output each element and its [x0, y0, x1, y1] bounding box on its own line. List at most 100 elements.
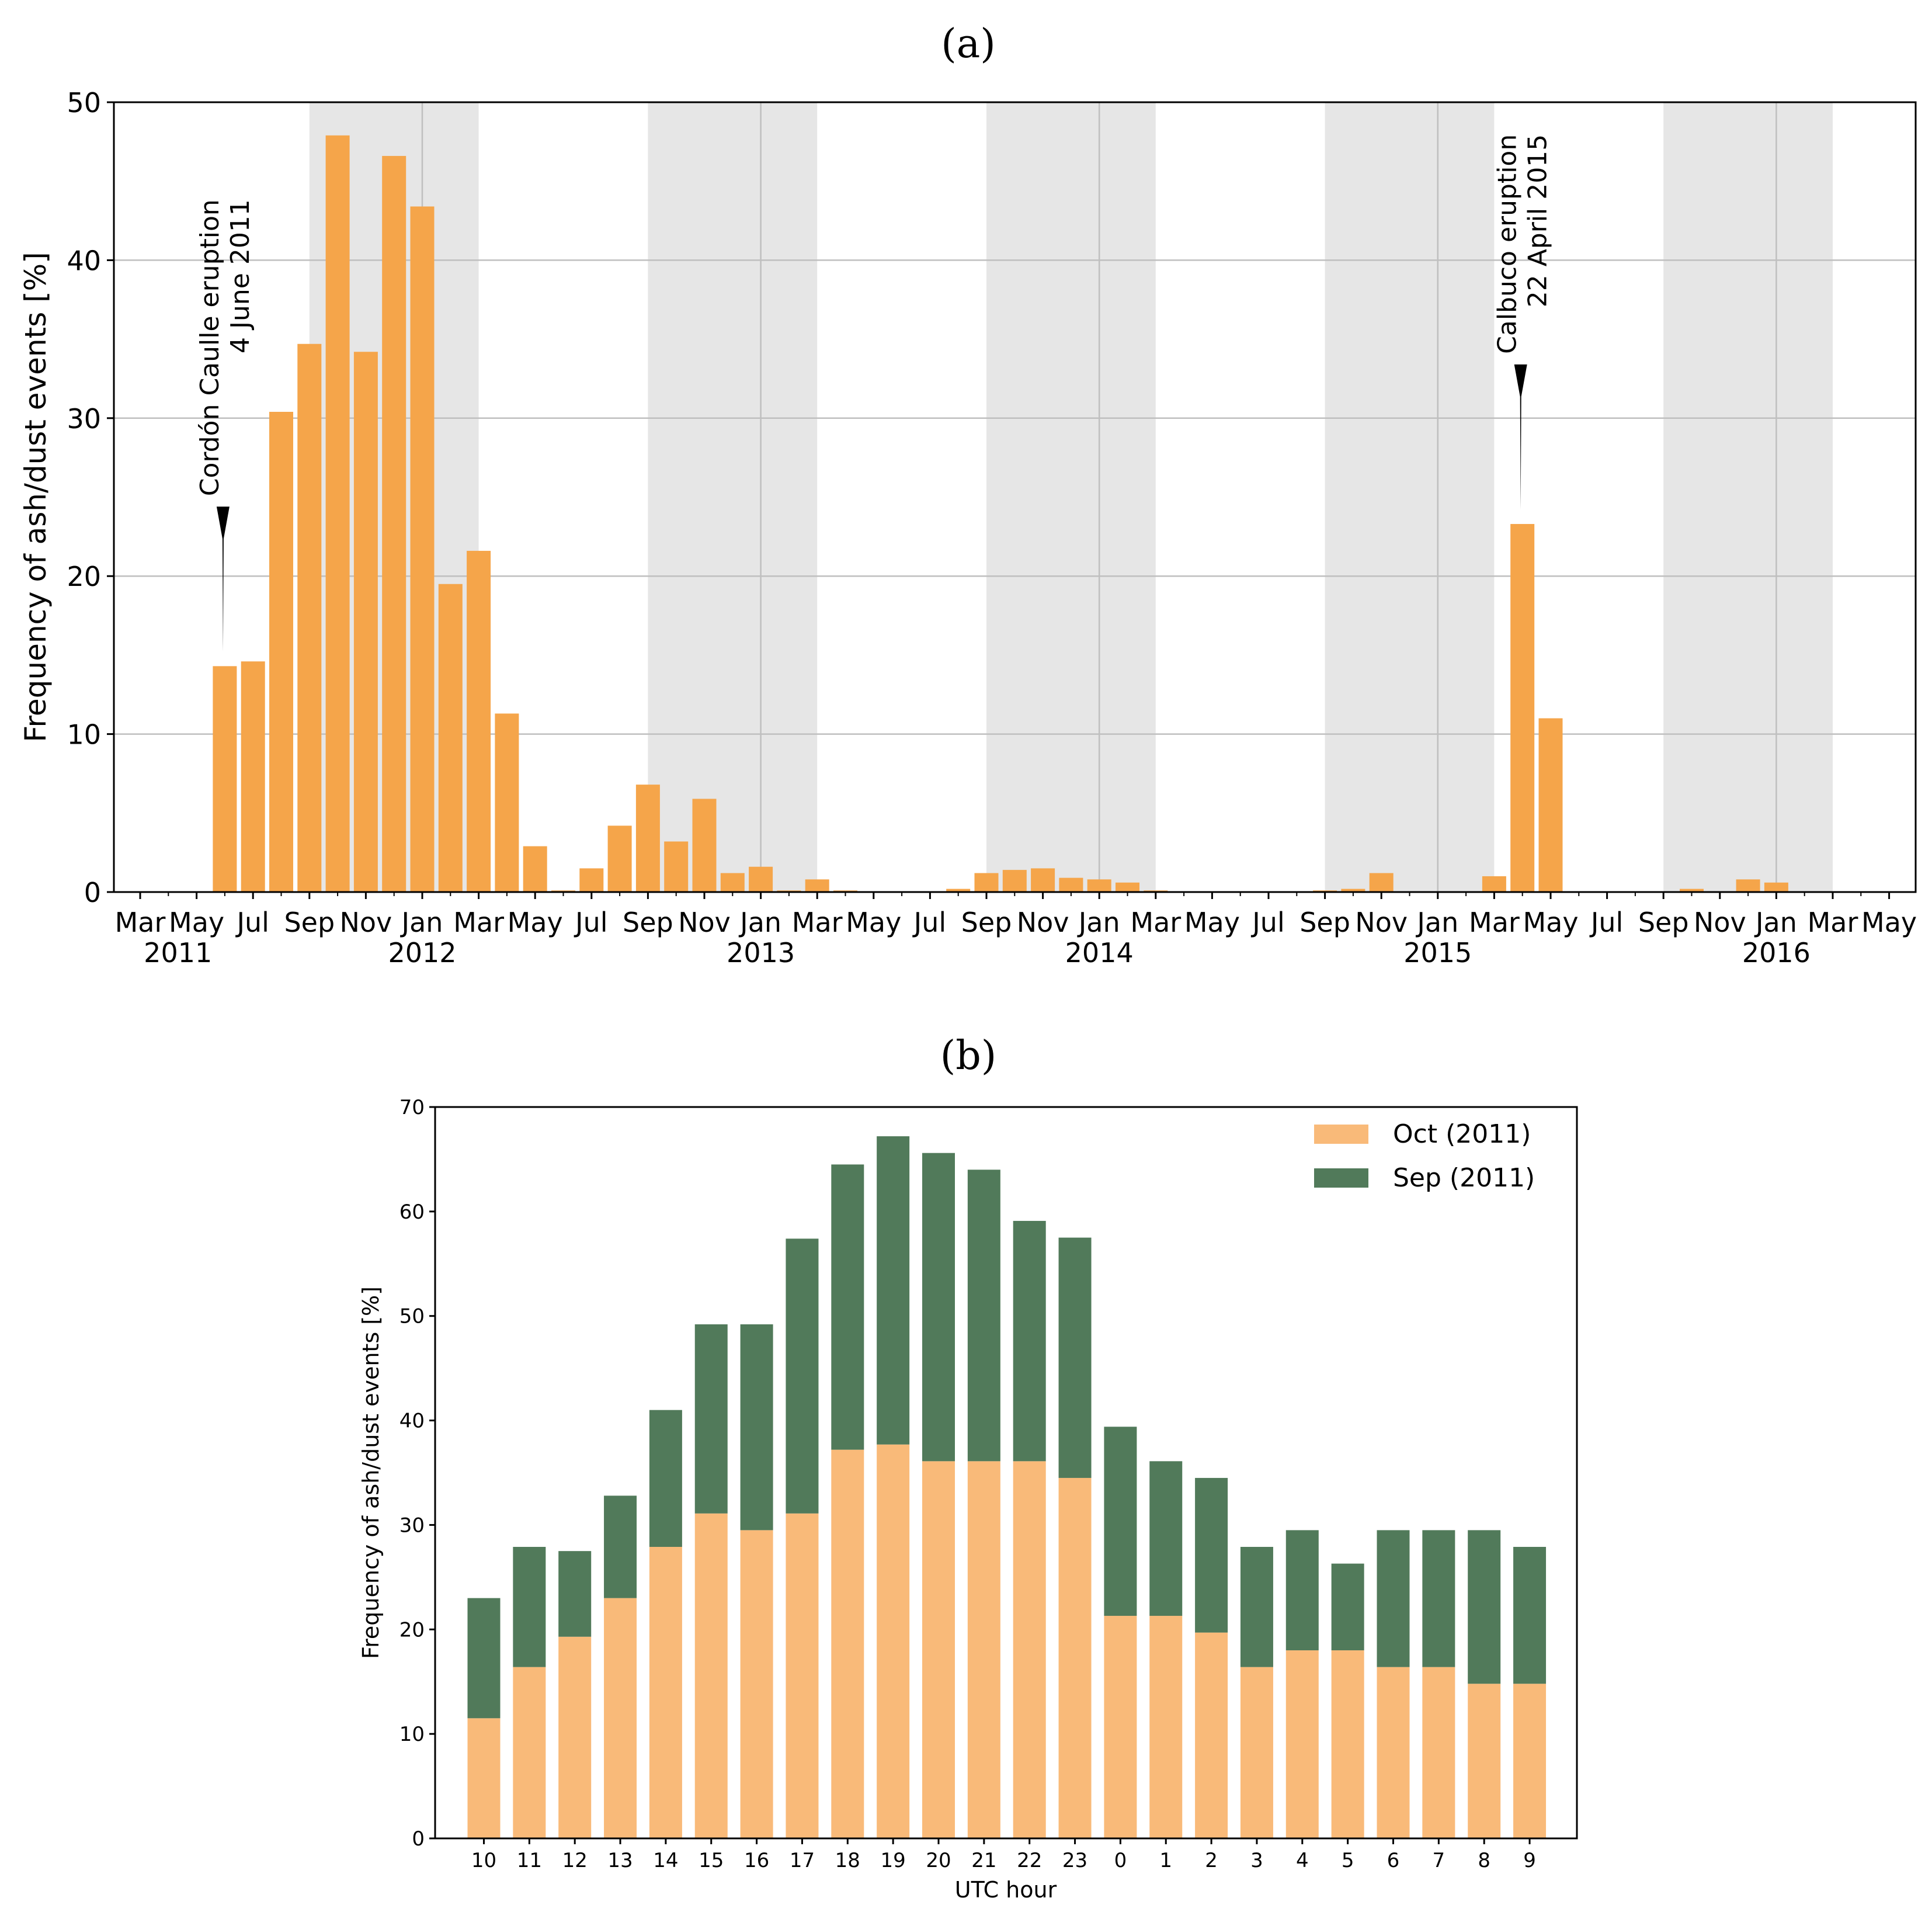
y-tick-label: 60 — [399, 1200, 425, 1224]
bar-2013-08 — [946, 889, 971, 892]
x-tick-label: Jul — [1250, 907, 1285, 938]
panel-b-y-axis-label: Frequency of ash/dust events [%] — [358, 1286, 384, 1659]
x-tick-label: 6 — [1387, 1849, 1400, 1872]
bar-sep-hour-8 — [1468, 1530, 1501, 1684]
bar-2016-01 — [1764, 882, 1788, 892]
bar-sep-hour-15 — [694, 1324, 728, 1514]
x-tick-label: 14 — [653, 1849, 678, 1872]
x-tick-label: 5 — [1342, 1849, 1354, 1872]
bar-sep-hour-5 — [1331, 1563, 1364, 1651]
x-tick-label: Sep — [961, 907, 1012, 938]
bar-2012-11 — [692, 799, 717, 892]
x-tick-label: Mar — [1808, 907, 1858, 938]
bar-2015-10 — [1680, 889, 1704, 892]
panel-b-x-axis: 10 11 12 13 14 15 16 17 18 19 20 21 22 23 0 1 2 3 4 5 6 7 8 9 — [471, 1838, 1536, 1872]
annotation-line2: 4 June 2011 — [225, 199, 255, 353]
bar-2015-05 — [1538, 718, 1563, 892]
bar-oct-hour-16 — [740, 1530, 773, 1838]
x-tick-label: 18 — [835, 1849, 860, 1872]
bar-2015-12 — [1736, 879, 1760, 892]
annotation-arrow-0 — [216, 506, 230, 652]
bar-2013-03 — [805, 879, 829, 892]
x-tick-label: Jan — [738, 907, 781, 938]
x-tick-label: 19 — [881, 1849, 906, 1872]
bar-sep-hour-23 — [1058, 1237, 1092, 1478]
x-tick-label: Mar — [453, 907, 504, 938]
bar-oct-hour-5 — [1331, 1650, 1364, 1838]
year-label-2014: 2014 — [1065, 937, 1134, 969]
bar-2013-01 — [749, 866, 773, 892]
bar-sep-hour-14 — [649, 1410, 682, 1547]
x-tick-label: Nov — [1017, 907, 1069, 938]
bar-2012-08 — [607, 825, 632, 892]
y-tick-label: 10 — [399, 1723, 425, 1746]
bar-sep-hour-6 — [1377, 1530, 1410, 1667]
year-label-2012: 2012 — [388, 937, 456, 969]
x-tick-label: Nov — [340, 907, 392, 938]
bar-2013-09 — [974, 873, 999, 892]
bar-oct-hour-6 — [1377, 1667, 1410, 1838]
bar-oct-hour-17 — [786, 1513, 819, 1838]
x-tick-label: Sep — [1638, 907, 1689, 938]
bar-sep-hour-9 — [1513, 1546, 1547, 1684]
annotation-text-1: Calbuco eruption 22 April 2015 — [1493, 134, 1553, 354]
x-tick-label: Jul — [574, 907, 608, 938]
x-tick-label: Jan — [400, 907, 443, 938]
bar-oct-hour-19 — [877, 1444, 910, 1838]
panel-b-y-axis: 0 10 20 30 40 50 60 70 — [399, 1096, 435, 1851]
season-shade-4 — [1663, 102, 1833, 892]
bar-oct-hour-2 — [1195, 1632, 1228, 1838]
x-tick-label: Jan — [1077, 907, 1120, 938]
bar-2012-03 — [467, 550, 491, 892]
panel-b-legend: Oct (2011) Sep (2011) — [1314, 1119, 1535, 1193]
x-tick-label: Mar — [792, 907, 843, 938]
bar-oct-hour-12 — [558, 1636, 592, 1838]
y-tick-label: 20 — [399, 1618, 425, 1642]
bar-2011-09 — [297, 343, 322, 892]
x-tick-label: Jul — [1589, 907, 1624, 938]
x-tick-label: 7 — [1433, 1849, 1445, 1872]
bar-2011-11 — [353, 352, 378, 892]
bar-sep-hour-3 — [1240, 1546, 1273, 1667]
bar-sep-hour-13 — [604, 1495, 637, 1598]
x-tick-label: Nov — [678, 907, 731, 938]
x-tick-label: Sep — [1299, 907, 1350, 938]
legend-label-oct: Oct (2011) — [1393, 1119, 1531, 1149]
bar-2013-11 — [1031, 868, 1055, 892]
bar-oct-hour-3 — [1240, 1667, 1273, 1838]
bar-2012-12 — [720, 873, 745, 892]
x-tick-label: Mar — [1130, 907, 1181, 938]
bar-oct-hour-23 — [1058, 1477, 1092, 1838]
x-tick-label: Jan — [1415, 907, 1458, 938]
x-tick-label: May — [508, 907, 563, 938]
y-tick-label: 40 — [399, 1410, 425, 1433]
bar-2014-02 — [1116, 882, 1139, 892]
x-tick-label: 1 — [1159, 1849, 1172, 1872]
panel-a-season-shading — [309, 102, 1833, 892]
bar-2011-08 — [269, 411, 293, 892]
year-label-2015: 2015 — [1403, 937, 1472, 969]
bar-sep-hour-12 — [558, 1551, 592, 1637]
x-tick-label: Jul — [912, 907, 947, 938]
season-shade-2 — [986, 102, 1156, 892]
bar-2012-07 — [579, 868, 604, 892]
y-tick-label: 50 — [399, 1305, 425, 1328]
bar-sep-hour-19 — [877, 1136, 910, 1445]
x-tick-label: 2 — [1205, 1849, 1218, 1872]
y-tick-label: 20 — [67, 561, 101, 592]
bar-sep-hour-1 — [1149, 1461, 1183, 1616]
bar-2015-04 — [1510, 523, 1535, 892]
season-shade-1 — [648, 102, 818, 892]
x-tick-label: 12 — [562, 1849, 588, 1872]
x-tick-label: 4 — [1296, 1849, 1309, 1872]
year-label-2013: 2013 — [727, 937, 795, 969]
season-shade-3 — [1325, 102, 1495, 892]
y-tick-label: 70 — [399, 1096, 425, 1119]
y-tick-label: 10 — [67, 719, 101, 751]
x-tick-label: Sep — [284, 907, 335, 938]
bar-2011-12 — [382, 155, 406, 892]
panel-a-y-axis: 0 10 20 30 40 50 — [67, 87, 114, 908]
bar-2014-11 — [1369, 873, 1394, 892]
bar-oct-hour-10 — [467, 1718, 501, 1838]
